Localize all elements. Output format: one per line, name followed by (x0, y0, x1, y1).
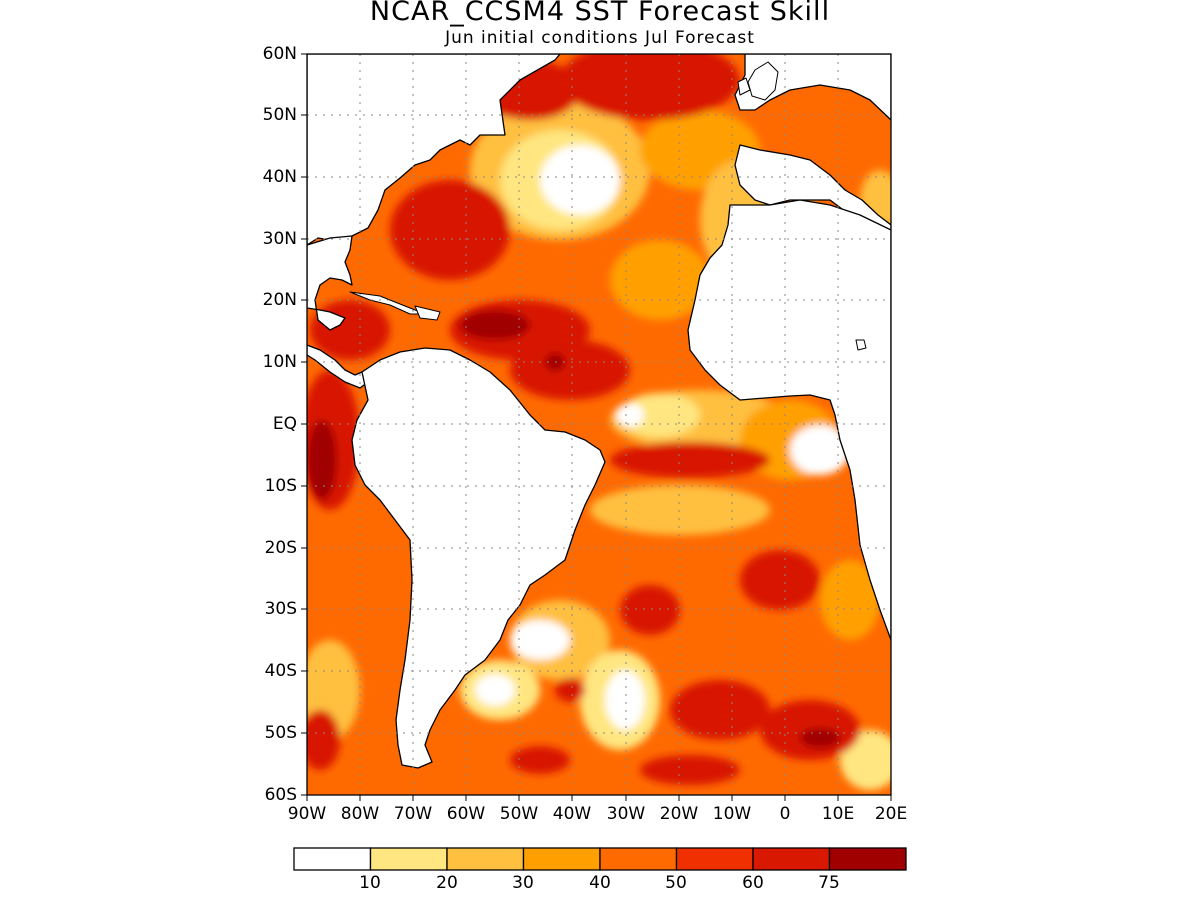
colorbar (293, 847, 907, 871)
colorbar-label: 75 (818, 873, 840, 893)
colorbar-swatch (675, 847, 754, 871)
lon-label: 60W (446, 804, 486, 824)
lat-label: 30S (264, 599, 297, 619)
colorbar-label: 50 (665, 873, 687, 893)
lon-label: 40W (552, 804, 592, 824)
lat-label: 50N (262, 105, 297, 125)
lat-label: EQ (272, 414, 297, 434)
land-masses (307, 54, 891, 769)
lon-label: 30W (606, 804, 646, 824)
lat-label: 60N (262, 44, 297, 64)
lon-label: 50W (499, 804, 539, 824)
lat-label: 50S (264, 723, 297, 743)
lon-label: 20E (874, 804, 908, 824)
lon-label: 10E (821, 804, 855, 824)
colorbar-swatch (752, 847, 831, 871)
lat-label: 10N (262, 352, 297, 372)
colorbar-label: 40 (589, 873, 611, 893)
colorbar-swatch (599, 847, 678, 871)
lat-label: 30N (262, 229, 297, 249)
map-subtitle: Jun initial conditions Jul Forecast (445, 28, 755, 48)
lat-label: 40S (264, 661, 297, 681)
grid-lines (307, 54, 891, 795)
lon-label: 20W (659, 804, 699, 824)
colorbar-label: 30 (512, 873, 534, 893)
lon-label: 90W (287, 804, 327, 824)
map-title: NCAR_CCSM4 SST Forecast Skill (369, 0, 831, 27)
lon-label: 80W (340, 804, 380, 824)
colorbar-swatch (369, 847, 448, 871)
lon-label: 0 (779, 804, 791, 824)
colorbar-label: 10 (359, 873, 381, 893)
colorbar-swatch (522, 847, 601, 871)
lon-label: 10W (712, 804, 752, 824)
colorbar-swatch (828, 847, 907, 871)
lat-label: 60S (264, 785, 297, 805)
colorbar-label: 60 (742, 873, 764, 893)
axis-ticks (301, 53, 892, 801)
lat-label: 40N (262, 167, 297, 187)
colorbar-swatch (446, 847, 525, 871)
lat-label: 10S (264, 476, 297, 496)
lat-label: 20N (262, 290, 297, 310)
skill-field (307, 54, 891, 795)
colorbar-swatch (293, 847, 372, 871)
colorbar-label: 20 (436, 873, 458, 893)
lon-label: 70W (393, 804, 433, 824)
lat-label: 20S (264, 538, 297, 558)
